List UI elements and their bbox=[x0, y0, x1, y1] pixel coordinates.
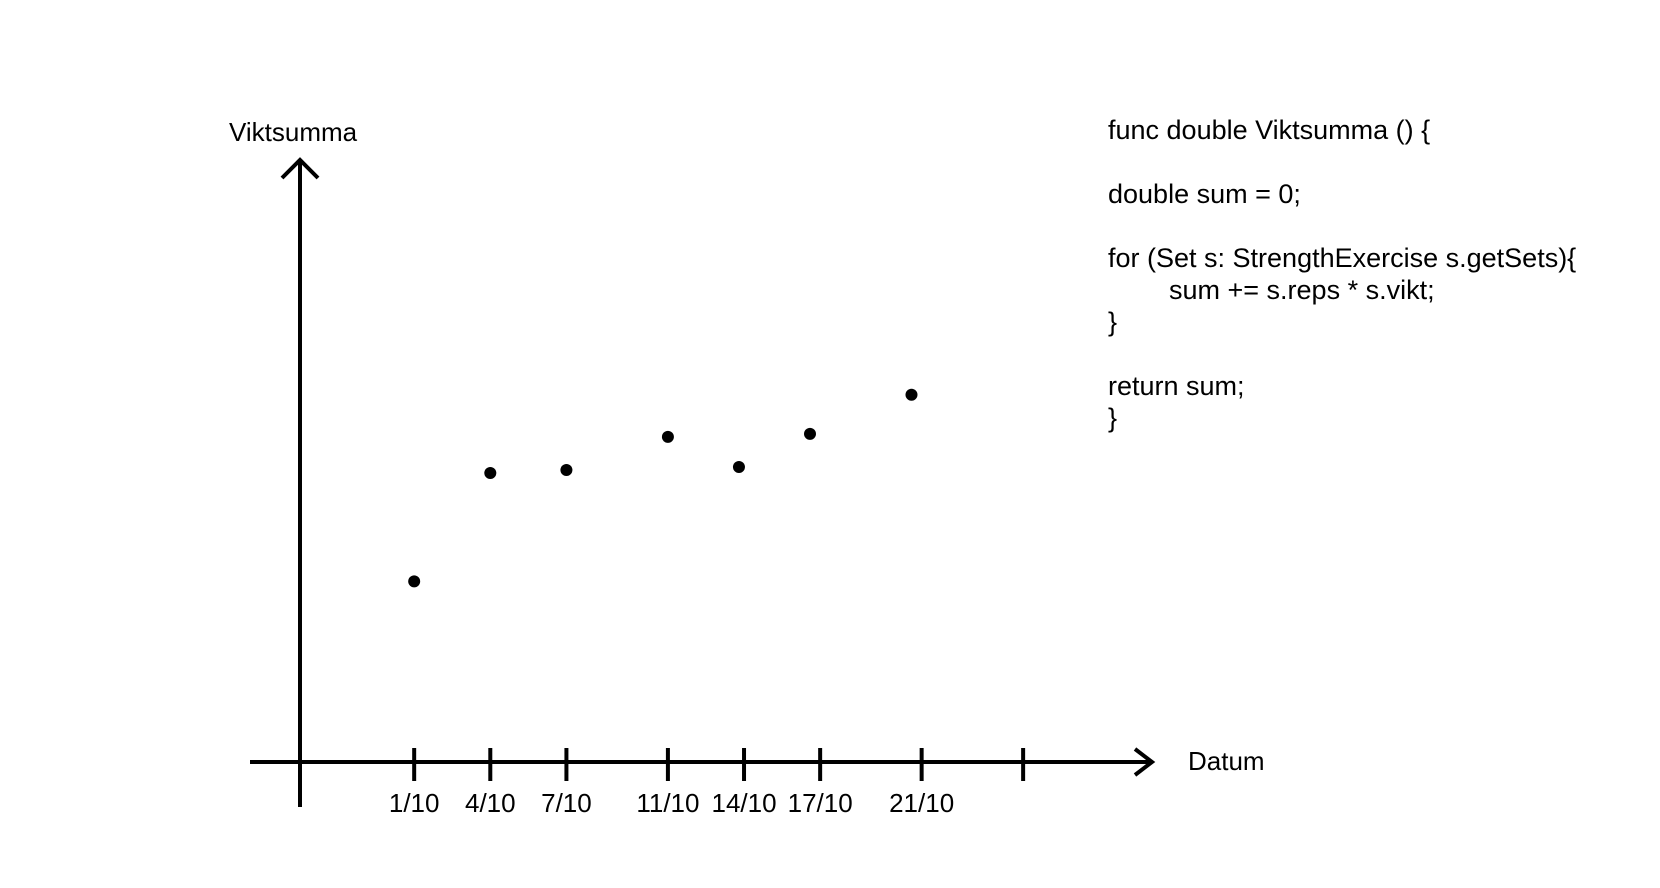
x-tick-label: 7/10 bbox=[541, 788, 592, 818]
data-point bbox=[484, 467, 497, 480]
code-line: } bbox=[1108, 403, 1118, 433]
x-tick-label: 14/10 bbox=[711, 788, 776, 818]
x-ticks: 1/10 4/10 7/10 11/10 14/10 17/10 21/10 bbox=[389, 748, 1026, 818]
code-snippet: func double Viktsumma () { double sum = 0… bbox=[1108, 114, 1576, 434]
y-axis bbox=[280, 157, 320, 807]
x-tick-label: 4/10 bbox=[465, 788, 516, 818]
x-tick-label: 21/10 bbox=[889, 788, 954, 818]
data-point bbox=[804, 427, 816, 440]
x-axis-label: Datum bbox=[1188, 746, 1265, 776]
code-line: return sum; bbox=[1108, 371, 1245, 401]
data-point bbox=[408, 575, 421, 588]
code-line: double sum = 0; bbox=[1108, 179, 1301, 209]
data-point bbox=[560, 464, 573, 477]
code-line bbox=[1108, 146, 1576, 178]
x-tick-label: 11/10 bbox=[636, 788, 699, 818]
data-point bbox=[905, 388, 918, 401]
y-axis-arrowhead bbox=[280, 157, 320, 180]
data-point bbox=[732, 461, 745, 474]
code-line bbox=[1108, 338, 1576, 370]
x-axis-arrowhead bbox=[1133, 747, 1156, 777]
code-line: sum += s.reps * s.vikt; bbox=[1169, 275, 1435, 305]
code-line: } bbox=[1108, 307, 1118, 337]
code-line: for (Set s: StrengthExercise s.getSets){ bbox=[1108, 243, 1577, 273]
code-line: func double Viktsumma () { bbox=[1108, 115, 1431, 145]
x-tick-label: 17/10 bbox=[788, 788, 853, 818]
y-axis-label: Viktsumma bbox=[229, 117, 358, 147]
x-axis bbox=[250, 747, 1156, 777]
code-line bbox=[1108, 210, 1576, 242]
data-point bbox=[661, 430, 674, 443]
data-points bbox=[408, 388, 918, 588]
x-tick-label: 1/10 bbox=[389, 788, 440, 818]
